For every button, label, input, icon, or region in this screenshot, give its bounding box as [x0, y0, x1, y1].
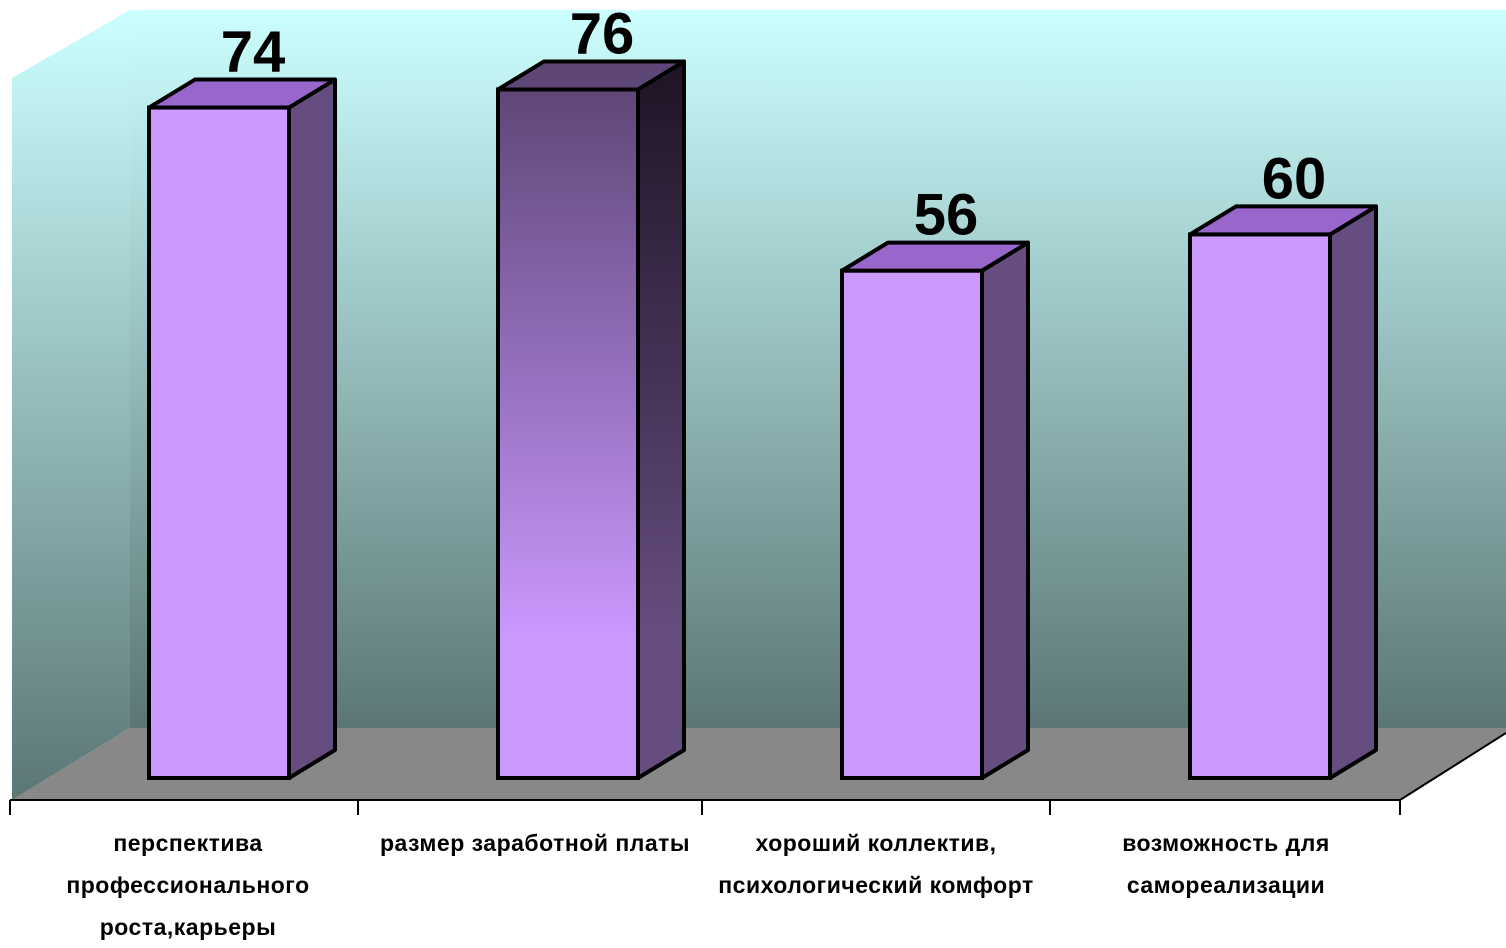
value-label-1: 76 — [570, 1, 635, 66]
bar-3 — [1188, 204, 1378, 780]
value-label-2: 56 — [914, 183, 979, 248]
value-label-0: 74 — [221, 20, 286, 85]
bars-group — [147, 59, 1378, 780]
bar-side-2 — [980, 240, 1030, 780]
bar-front-0 — [147, 105, 291, 780]
value-label-3: 60 — [1262, 146, 1327, 211]
floor-edge-line — [1399, 732, 1506, 801]
bar-top-2 — [840, 240, 1030, 273]
bar-top-0 — [147, 77, 337, 110]
value-labels: 74 76 56 60 — [221, 1, 1327, 247]
bar-top-1 — [496, 59, 686, 92]
bar-side-3 — [1328, 204, 1378, 780]
bar-front-3 — [1188, 232, 1332, 780]
bar-0 — [147, 77, 337, 780]
bar-side-0 — [287, 77, 337, 780]
bar-2 — [840, 240, 1030, 780]
bar-front-2 — [840, 268, 984, 780]
bar-1 — [496, 59, 686, 780]
category-label-0: перспектива профессионального роста,карь… — [66, 830, 310, 940]
floor — [12, 728, 1506, 800]
category-label-1: размер заработной платы — [379, 830, 691, 856]
category-label-2: хороший коллектив, психологический комфо… — [718, 830, 1034, 898]
side-wall — [12, 10, 130, 800]
category-label-3: возможность для самореализации — [1122, 830, 1330, 898]
bar-side-1 — [636, 59, 686, 780]
bar-front-1 — [496, 87, 640, 780]
bar-top-3 — [1188, 204, 1378, 237]
